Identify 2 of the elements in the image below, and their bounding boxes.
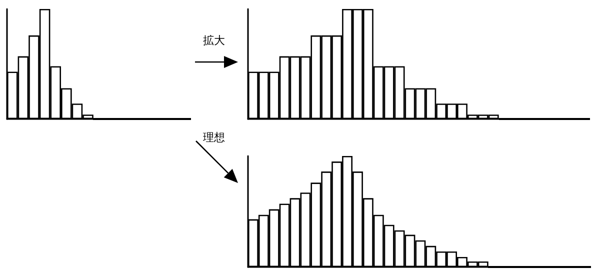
text: 理想 (203, 130, 225, 145)
text: 拡大 (203, 33, 225, 48)
